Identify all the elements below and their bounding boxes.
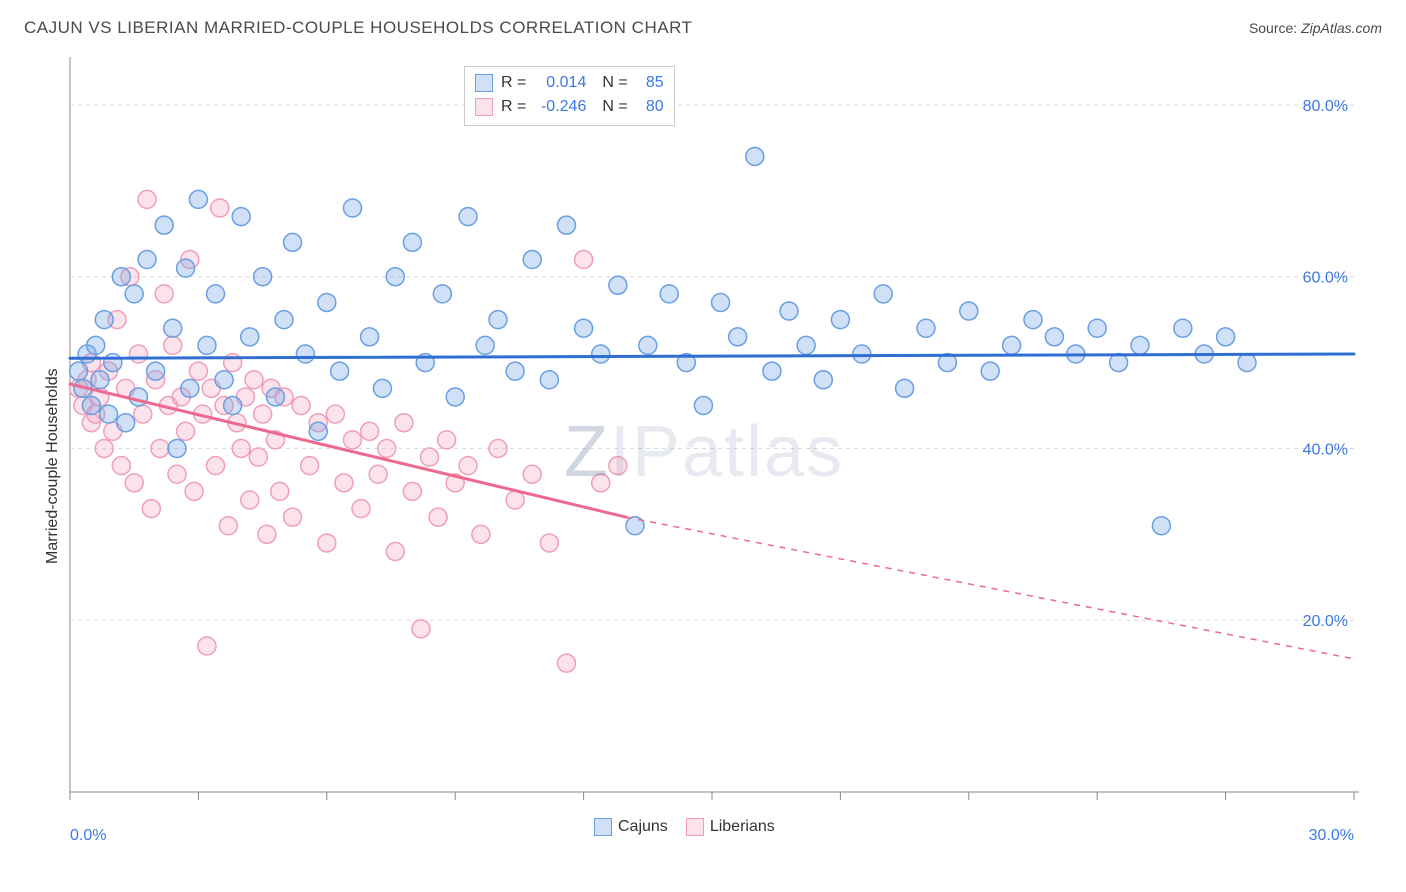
- legend-swatch: [594, 818, 612, 836]
- legend-label: Liberians: [710, 818, 775, 836]
- stat-n-label: N =: [602, 95, 627, 119]
- legend-item: Liberians: [686, 818, 775, 836]
- stat-n-value: 85: [636, 71, 664, 95]
- svg-text:40.0%: 40.0%: [1303, 441, 1348, 458]
- stat-r-value: 0.014: [534, 71, 586, 95]
- svg-text:20.0%: 20.0%: [1303, 613, 1348, 630]
- y-axis-label: Married-couple Households: [44, 368, 62, 564]
- legend-label: Cajuns: [618, 818, 668, 836]
- scatter-chart: 20.0% 40.0% 60.0% 80.0% 0.0% 30.0%: [24, 52, 1384, 852]
- legend-swatch: [686, 818, 704, 836]
- legend-item: Cajuns: [594, 818, 668, 836]
- stats-row: R = -0.246 N = 80: [475, 95, 664, 119]
- chart-container: 20.0%40.0%60.0%80.0%0.0%30.0% ZIPatlas R…: [24, 52, 1384, 852]
- svg-text:60.0%: 60.0%: [1303, 270, 1348, 287]
- correlation-stats-box: R = 0.014 N = 85 R = -0.246 N = 80: [464, 66, 675, 126]
- source-label: Source:: [1249, 20, 1297, 36]
- stat-n-label: N =: [602, 71, 627, 95]
- stats-row: R = 0.014 N = 85: [475, 71, 664, 95]
- stat-r-value: -0.246: [534, 95, 586, 119]
- source-value: ZipAtlas.com: [1301, 20, 1382, 36]
- stat-r-label: R =: [501, 71, 526, 95]
- series-swatch: [475, 74, 493, 92]
- source-attribution: Source: ZipAtlas.com: [1249, 20, 1382, 36]
- svg-text:0.0%: 0.0%: [70, 827, 106, 844]
- svg-text:80.0%: 80.0%: [1303, 98, 1348, 115]
- stat-n-value: 80: [636, 95, 664, 119]
- chart-title: CAJUN VS LIBERIAN MARRIED-COUPLE HOUSEHO…: [24, 18, 692, 38]
- series-swatch: [475, 98, 493, 116]
- stat-r-label: R =: [501, 95, 526, 119]
- svg-text:30.0%: 30.0%: [1309, 827, 1354, 844]
- legend: Cajuns Liberians: [594, 818, 775, 836]
